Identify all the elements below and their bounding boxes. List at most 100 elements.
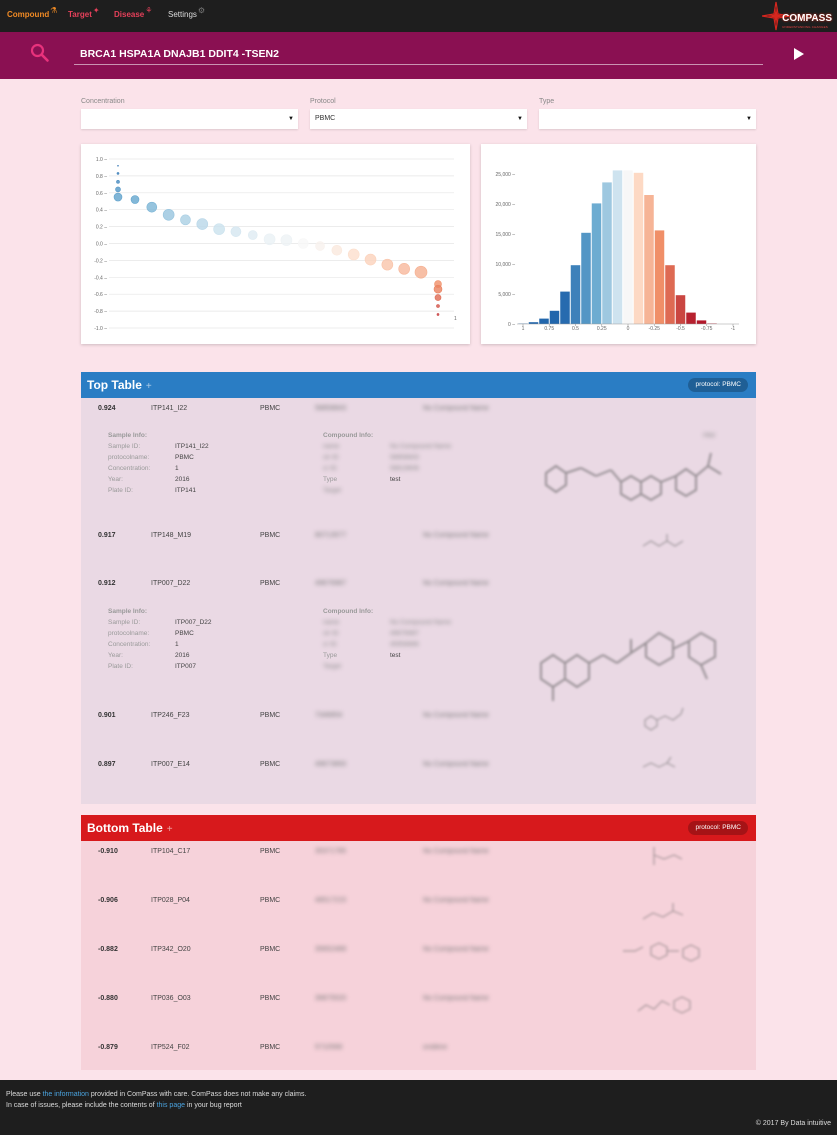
scatter-point [398, 263, 410, 275]
nav-target[interactable]: Target✦ [68, 6, 100, 19]
y-tick-label: 0.2 – [96, 225, 107, 231]
histogram-bar [539, 318, 549, 324]
row-compound-name: No Compound Name [423, 995, 489, 1002]
footer: Please use the information provided in C… [0, 1080, 837, 1135]
detail-key: ctr ID [323, 454, 339, 461]
this-page-link[interactable]: this page [156, 1102, 186, 1109]
row-sample-id: ITP104_C17 [151, 848, 191, 855]
row-score: -0.906 [98, 897, 118, 904]
x-tick-label: 1 [522, 326, 525, 332]
expand-plus-icon[interactable]: + [145, 381, 152, 392]
search-icon[interactable] [30, 43, 50, 63]
detail-value: No Compound Name [390, 619, 452, 626]
bottom-table-header: Bottom Table + protocol: PBMC [81, 815, 756, 841]
target-icon: ✦ [92, 6, 100, 15]
detail-value: test [390, 476, 401, 483]
scatter-point [247, 230, 258, 240]
sample-info-heading: Sample Info: [108, 608, 148, 615]
x-tick-label: -0.5 [676, 326, 685, 332]
row-score: -0.880 [98, 995, 118, 1002]
chevron-down-icon: ▼ [746, 116, 752, 122]
y-tick-label: 0.4 – [96, 208, 107, 214]
protocol-badge[interactable]: protocol: PBMC [688, 821, 748, 835]
score-histogram-chart[interactable]: 25,000 – 20,000 – 15,000 – 10,000 – 5,000 – 0… [481, 144, 756, 344]
information-link[interactable]: the information [42, 1091, 89, 1098]
footer-text: provided in ComPass with care. ComPass d… [88, 1091, 307, 1098]
play-icon[interactable] [793, 47, 805, 61]
detail-key: cr ID [323, 641, 337, 648]
detail-value: ITP141 [175, 487, 196, 494]
search-input[interactable] [74, 44, 763, 65]
detail-tag: Hbd [703, 432, 715, 439]
detail-value: 58858843 [390, 454, 419, 461]
detail-key: Year: [108, 476, 123, 483]
detail-value: test [390, 652, 401, 659]
detail-value: 45958866 [390, 641, 419, 648]
bottom-table-body: -0.910 ITP104_C17 PBMC 35371785 No Compo… [81, 841, 756, 1070]
molecule-thumbnail-image [637, 996, 691, 1014]
similarity-scatter-card: 1.0 – 0.8 – 0.6 – 0.4 – 0.2 – 0.0 – -0.2 – -0.4… [81, 144, 470, 344]
detail-key: protocolname: [108, 630, 150, 637]
concentration-label: Concentration [81, 98, 125, 105]
detail-value: ITP007 [175, 663, 196, 670]
detail-key: Plate ID: [108, 663, 133, 670]
row-sample-id: ITP036_O03 [151, 995, 191, 1002]
scatter-point [116, 180, 120, 184]
scatter-point [434, 294, 442, 301]
similarity-scatter-chart[interactable]: 1.0 – 0.8 – 0.6 – 0.4 – 0.2 – 0.0 – -0.2 – -0.4… [81, 144, 470, 344]
x-tick-label: 0 [627, 326, 630, 332]
y-tick-label: -0.8 – [94, 309, 107, 315]
top-navbar: Compound⚗ Target✦ Disease⚘ Settings⚙ COM… [0, 0, 837, 32]
scatter-point [146, 201, 158, 213]
histogram-bar [560, 291, 570, 324]
scatter-point [180, 214, 191, 226]
detail-value: 1 [175, 641, 179, 648]
row-compound-name: No Compound Name [423, 761, 489, 768]
logo-text[interactable]: COMPASS [782, 13, 832, 24]
histogram-bar [623, 170, 633, 324]
row-sample-id: ITP148_M19 [151, 532, 192, 539]
top-table-title: Top Table + [87, 378, 152, 392]
nav-compound-label: Compound [7, 10, 50, 19]
row-protocol: PBMC [260, 532, 281, 539]
row-protocol: PBMC [260, 897, 281, 904]
compass-star-icon [762, 1, 791, 31]
top-table-body: 0.924 ITP141_I22 PBMC 58858843 No Compou… [81, 398, 756, 804]
detail-value: 2016 [175, 476, 190, 483]
scatter-point [433, 284, 443, 294]
detail-key: Concentration: [108, 641, 151, 648]
scatter-point [196, 218, 209, 230]
row-sample-id: ITP524_F02 [151, 1044, 190, 1051]
protocol-badge[interactable]: protocol: PBMC [688, 378, 748, 392]
footer-text: In case of issues, please include the co… [6, 1102, 157, 1109]
compound-info-heading: Compound Info: [323, 432, 374, 439]
detail-value: 49676987 [390, 630, 419, 637]
histogram-bar [696, 320, 707, 324]
row-sample-id: ITP028_P04 [151, 897, 190, 904]
logo-subtitle: UNDERSTANDING CHANGES [782, 25, 828, 29]
row-protocol: PBMC [260, 761, 281, 768]
nav-disease[interactable]: Disease⚘ [114, 6, 152, 19]
concentration-select[interactable]: ▼ [81, 109, 298, 129]
row-compound-name: No Compound Name [423, 405, 489, 412]
row-protocol: PBMC [260, 1044, 281, 1051]
nav-compound[interactable]: Compound⚗ [7, 6, 57, 19]
nav-settings[interactable]: Settings⚙ [168, 6, 205, 19]
histogram-card: 25,000 – 20,000 – 15,000 – 10,000 – 5,000 – 0… [481, 144, 756, 344]
expand-plus-icon[interactable]: + [166, 824, 173, 835]
row-compound-name: No Compound Name [423, 946, 489, 953]
scatter-point [436, 304, 440, 308]
molecule-thumbnail-image [623, 942, 700, 962]
scatter-point [315, 241, 325, 251]
row-sample-id: ITP342_O20 [151, 946, 191, 953]
scatter-point [115, 186, 121, 193]
x-tick-label: 0.25 [597, 326, 607, 332]
protocol-select[interactable]: PBMC ▼ [310, 109, 527, 129]
type-select[interactable]: ▼ [539, 109, 756, 129]
footer-disclaimer: Please use the information provided in C… [6, 1091, 306, 1098]
nav-settings-label: Settings [168, 10, 197, 19]
bottom-table-title: Bottom Table + [87, 821, 173, 835]
row-compound-id: 58858843 [315, 405, 347, 412]
protocol-value: PBMC [315, 115, 336, 122]
detail-key: Year: [108, 652, 123, 659]
